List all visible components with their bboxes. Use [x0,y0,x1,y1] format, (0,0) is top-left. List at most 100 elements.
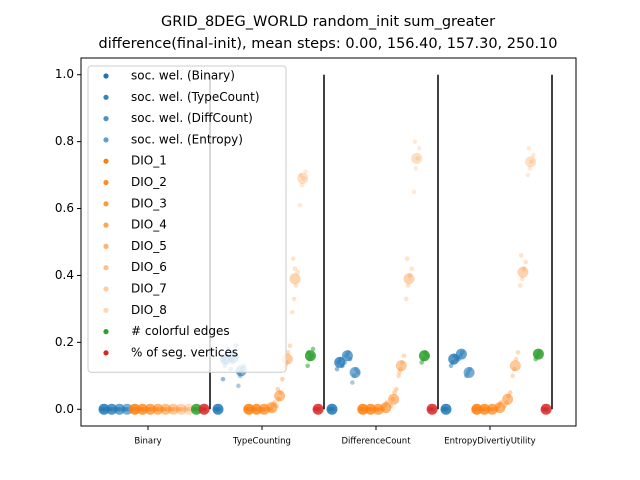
legend-marker [103,73,109,79]
point [183,406,189,412]
mean-marker [121,403,133,415]
point [417,146,422,151]
mean-marker [251,403,262,415]
mean-marker [403,273,415,285]
y-tick-label: 0.2 [55,335,74,349]
point [220,376,226,382]
y-tick-label: 0.0 [55,402,74,416]
point [513,356,519,362]
chart-title: GRID_8DEG_WORLD random_init sum_greater [161,14,495,30]
point [176,406,181,412]
legend-marker [103,201,109,207]
point [515,350,521,355]
mean-marker [540,403,552,415]
point [392,390,397,395]
legend-marker [103,137,109,143]
point [396,373,401,379]
mean-marker [357,403,369,415]
mean-marker [167,403,179,415]
point [527,166,533,171]
legend-marker [103,265,109,271]
point [508,390,513,395]
mean-marker [463,366,475,378]
point [177,406,183,412]
point [415,156,420,161]
mean-marker [212,403,224,415]
legend-label: DIO_8 [131,303,167,317]
legend-label: soc. wel. (DiffCount) [131,111,253,125]
legend-label: DIO_3 [131,196,167,210]
point [394,386,399,392]
mean-marker [304,350,316,362]
point [526,146,532,151]
mean-marker [183,403,195,415]
legend-marker [103,350,109,356]
x-tick-label: EntropyDivertiyUtility [444,437,535,447]
point [525,172,531,178]
legend-marker [103,222,109,228]
legend-marker [103,179,109,186]
legend-label: soc. wel. (Entropy) [131,132,243,146]
point [290,256,296,262]
plot-area [98,74,553,415]
point [529,159,534,165]
point [399,360,405,365]
point [291,296,297,302]
legend-label: DIO_6 [131,260,167,274]
legend-label: DIO_7 [131,282,167,296]
legend-label: DIO_5 [131,239,167,253]
mean-marker [175,403,187,415]
legend-marker [103,329,109,335]
point [518,283,523,288]
legend-marker [103,243,109,249]
point [409,266,415,272]
y-tick-label: 1.0 [55,67,74,81]
mean-marker [517,266,529,278]
point [187,406,192,412]
mean-marker [395,360,407,372]
legend-label: soc. wel. (TypeCount) [131,90,260,104]
point [295,269,301,275]
point [179,406,185,412]
mean-marker [144,403,156,415]
y-tick-label: 0.8 [55,134,74,148]
point [299,182,305,188]
point [404,256,410,262]
y-tick-label: 0.4 [55,268,74,282]
mean-marker [137,403,148,415]
mean-marker [113,403,125,415]
point [523,259,528,265]
point [310,346,316,352]
point [397,370,402,375]
point [413,166,419,171]
legend-marker [103,158,109,164]
mean-marker [525,156,537,168]
mean-marker [411,152,423,164]
mean-marker [388,393,400,405]
mean-marker [455,348,467,360]
legend-marker [103,116,109,122]
chart-subtitle: difference(final-init), mean steps: 0.00… [98,36,557,52]
point [407,273,413,278]
mean-marker [502,393,514,405]
axes-frame [80,57,577,427]
point [401,353,407,359]
mean-marker [494,402,506,414]
mean-marker [334,356,346,368]
point [185,406,191,412]
point [350,380,355,385]
mean-marker [243,403,255,415]
mean-marker [297,172,309,184]
point [411,189,417,195]
mean-marker [479,403,490,415]
point [301,176,306,181]
point [297,202,303,208]
mean-marker [426,403,438,415]
point [510,373,515,379]
point [298,172,304,178]
mean-marker [440,403,452,415]
mean-marker [289,273,301,285]
point [521,266,527,272]
y-tick-label: 0.6 [55,201,74,215]
